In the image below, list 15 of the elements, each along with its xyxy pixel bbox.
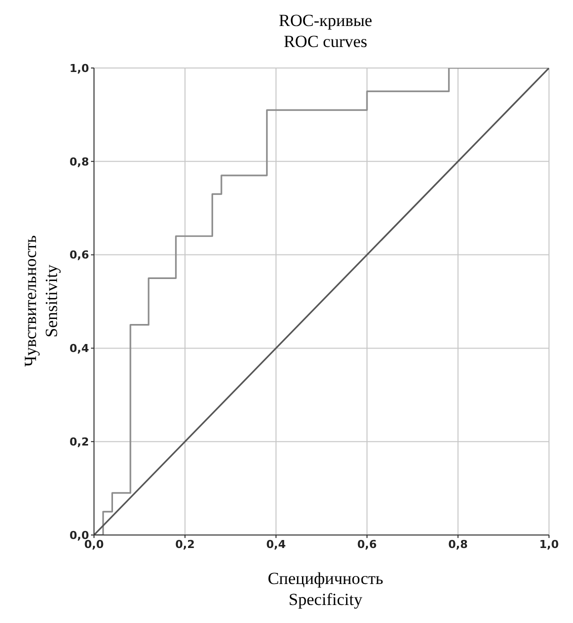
x-tick-label: 0,2 xyxy=(175,538,195,551)
y-tick-label: 0,6 xyxy=(70,248,90,262)
y-tick-label: 0,4 xyxy=(70,342,90,356)
y-tick-label: 0,2 xyxy=(70,436,89,449)
y-tick-label: 1,0 xyxy=(70,62,90,75)
y-tick-label: 0,8 xyxy=(70,155,89,168)
y-axis-title: Чувствительность Sensitivity xyxy=(20,234,62,369)
x-tick-label: 1,0 xyxy=(539,538,560,551)
chart-subtitle: ROC curves xyxy=(282,31,368,52)
x-tick-label: 0,6 xyxy=(357,538,378,551)
x-tick-label: 0,4 xyxy=(266,538,286,551)
x-tick-label: 0,0 xyxy=(84,538,104,551)
x-axis-title: Специфичность Specificity xyxy=(266,568,384,610)
x-tick-label: 0,8 xyxy=(448,538,468,551)
chart-title: ROC-кривые xyxy=(278,10,374,31)
